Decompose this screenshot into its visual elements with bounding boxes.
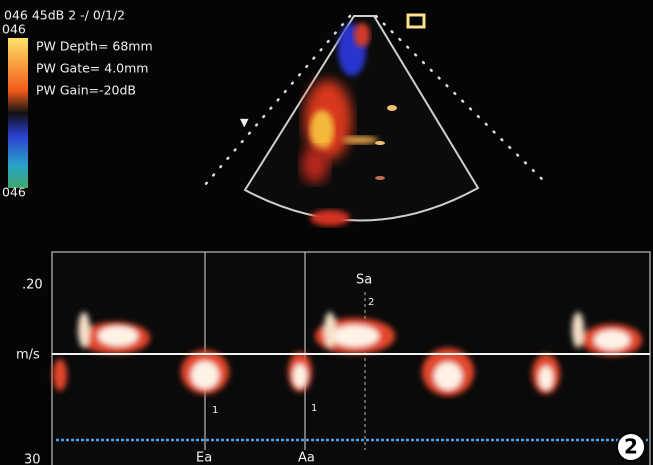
tick-label: .20 xyxy=(22,278,43,293)
color-bar-label: 046 xyxy=(2,185,26,200)
tick-label: 30 xyxy=(24,453,41,465)
e-wave xyxy=(434,362,462,390)
flow-red xyxy=(310,210,350,226)
spike xyxy=(572,312,584,348)
flow-red xyxy=(301,147,329,183)
panel-label: 2 xyxy=(624,435,638,459)
annotation: 2 xyxy=(368,297,374,308)
annotation: Sa xyxy=(356,273,372,288)
color-bar xyxy=(8,38,28,188)
pw-depth: PW Depth= 68mm xyxy=(36,39,153,54)
annotation: 1 xyxy=(311,403,317,414)
header-line: 046 45dB 2 -/ 0/1/2 xyxy=(4,8,125,23)
flow-yellow xyxy=(310,110,334,150)
annotation: Aa xyxy=(298,451,315,465)
pw-gain: PW Gain=-20dB xyxy=(36,83,136,98)
flow-orange xyxy=(342,136,378,144)
spectral-panel xyxy=(52,252,650,465)
flow-red xyxy=(354,23,370,47)
s-wave xyxy=(331,325,379,347)
color-bar-label: 046 xyxy=(2,22,26,37)
spike xyxy=(78,312,90,348)
speckle xyxy=(375,176,385,180)
e-wave xyxy=(191,361,219,389)
s-wave xyxy=(98,326,138,346)
speckle xyxy=(375,141,385,145)
marker: ▼ xyxy=(240,116,249,129)
unit-label: m/s xyxy=(16,348,40,363)
s-wave xyxy=(594,330,630,350)
a-wave xyxy=(539,366,553,390)
a-wave xyxy=(53,359,67,391)
a-wave xyxy=(293,364,307,388)
pw-gate: PW Gate= 4.0mm xyxy=(36,61,149,76)
annotation: 1 xyxy=(212,405,218,416)
speckle xyxy=(387,105,397,111)
spike xyxy=(324,312,336,348)
ultrasound-screen: 046 45dB 2 -/ 0/1/2 PW Depth= 68mm PW Ga… xyxy=(0,0,653,465)
page: 046 45dB 2 -/ 0/1/2 PW Depth= 68mm PW Ga… xyxy=(0,0,653,465)
annotation: Ea xyxy=(196,451,212,465)
spectrum-frame xyxy=(52,252,650,465)
